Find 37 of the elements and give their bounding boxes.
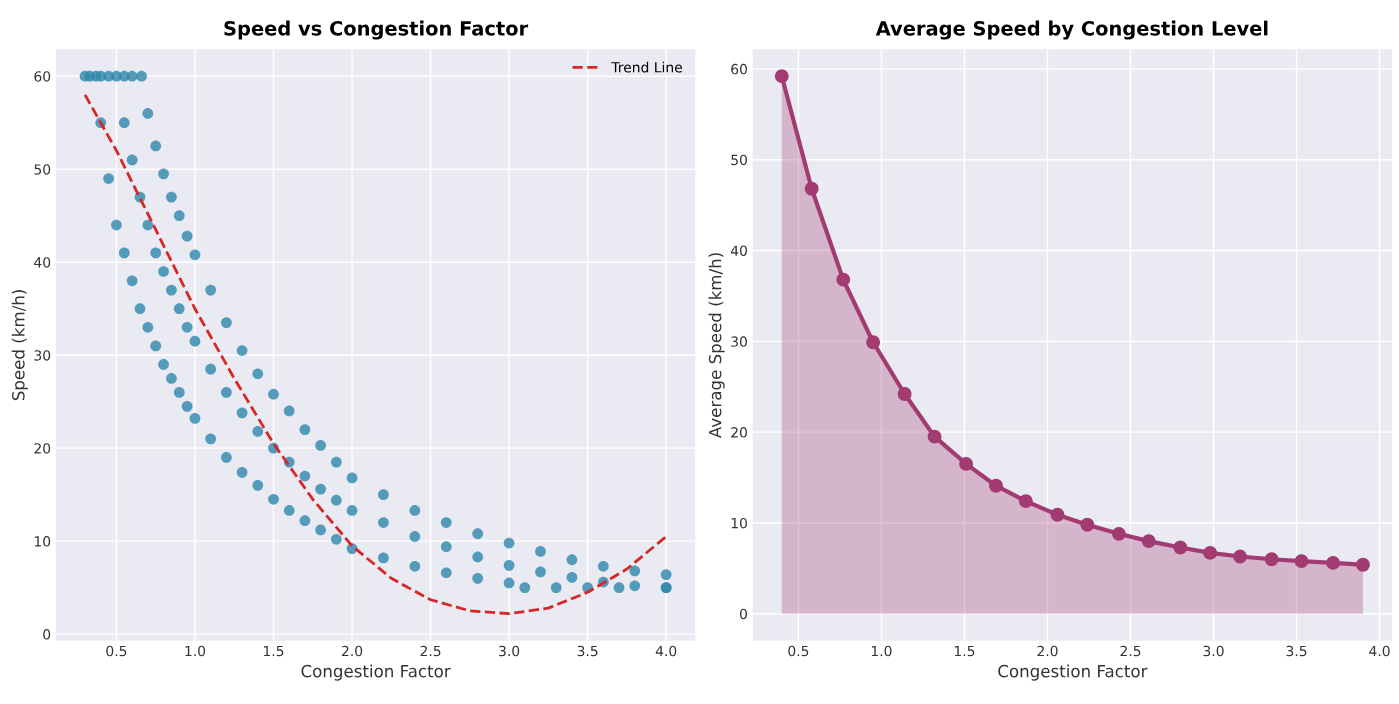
y-tick-label: 30 (34, 350, 51, 361)
y-tick-label: 50 (731, 154, 747, 166)
y-tick-label: 30 (731, 336, 747, 347)
y-axis-title: Speed (km/h) (11, 290, 28, 401)
y-tick-label: 60 (34, 71, 51, 82)
x-tick-label: 2.0 (1037, 645, 1058, 657)
chart-title: Average Speed by Congestion Level (875, 20, 1268, 40)
x-tick-label: 4.0 (655, 645, 677, 657)
x-tick-label: 2.5 (420, 645, 441, 657)
y-tick-label: 20 (731, 427, 747, 438)
y-tick-label: 20 (34, 443, 51, 454)
x-axis-title: Congestion Factor (998, 664, 1148, 681)
y-tick-label: 40 (34, 257, 51, 268)
legend-label: Trend Line (611, 61, 682, 73)
y-tick-label: 10 (731, 517, 747, 529)
x-tick-label: 3.0 (1203, 645, 1224, 657)
x-tick-label: 3.5 (577, 645, 598, 657)
x-tick-label: 3.0 (499, 645, 520, 657)
x-tick-label: 2.5 (1120, 645, 1141, 657)
y-tick-label: 50 (34, 164, 51, 175)
x-tick-label: 0.5 (106, 645, 127, 657)
x-tick-label: 1.0 (871, 645, 892, 657)
y-axis-title: Average Speed (km/h) (708, 253, 725, 439)
y-tick-label: 10 (34, 536, 51, 547)
x-tick-label: 1.5 (263, 645, 284, 657)
y-tick-label: 0 (739, 608, 747, 620)
x-tick-label: 3.5 (1286, 645, 1307, 657)
x-tick-label: 4.0 (1369, 645, 1390, 657)
y-tick-label: 40 (730, 245, 747, 256)
x-axis-title: Congestion Factor (301, 664, 451, 681)
chart-title: Speed vs Congestion Factor (224, 20, 529, 40)
x-tick-label: 0.5 (788, 645, 809, 657)
y-tick-label: 0 (43, 629, 51, 640)
x-tick-label: 1.0 (185, 645, 206, 657)
y-tick-label: 60 (731, 63, 747, 75)
x-tick-label: 1.5 (954, 645, 975, 657)
x-tick-label: 2.0 (342, 645, 363, 657)
